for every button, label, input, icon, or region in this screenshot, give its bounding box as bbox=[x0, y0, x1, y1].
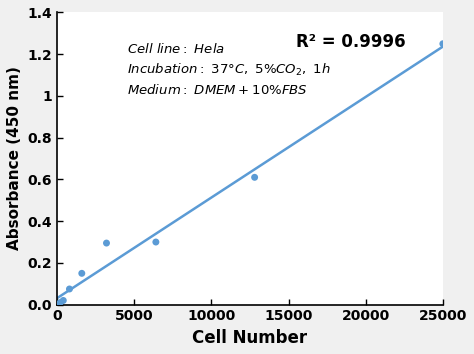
Point bbox=[78, 270, 86, 276]
Point bbox=[152, 239, 160, 245]
Point bbox=[53, 302, 61, 308]
Point bbox=[60, 298, 67, 303]
Y-axis label: Absorbance (450 nm): Absorbance (450 nm) bbox=[7, 67, 22, 251]
Point bbox=[103, 240, 110, 246]
Text: $\bf{\it{Cell\ line:\ Hela}}$
$\bf{\it{Incubation:\ 37°C,\ 5\%CO_2,\ 1h}}$
$\bf{: $\bf{\it{Cell\ line:\ Hela}}$ $\bf{\it{I… bbox=[127, 42, 330, 97]
Point bbox=[439, 41, 447, 47]
Point bbox=[66, 286, 73, 292]
Text: R² = 0.9996: R² = 0.9996 bbox=[296, 33, 406, 51]
Point bbox=[251, 175, 258, 180]
Point bbox=[56, 300, 64, 306]
X-axis label: Cell Number: Cell Number bbox=[192, 329, 308, 347]
